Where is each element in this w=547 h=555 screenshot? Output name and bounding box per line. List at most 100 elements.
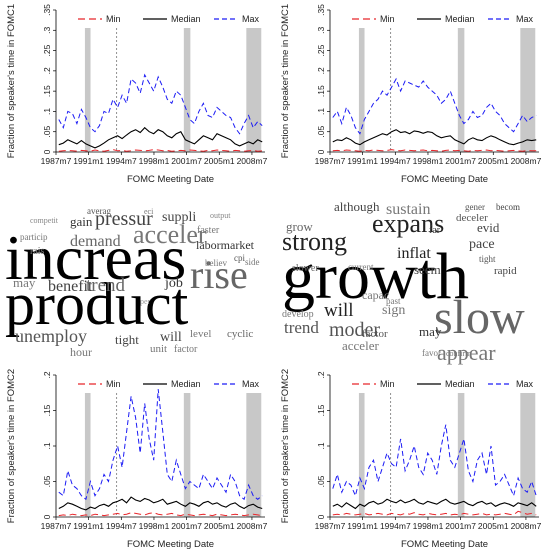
legend-label-min: Min [106, 379, 121, 389]
x-tick-label: 2005m1 [478, 156, 509, 166]
cloud-word: becom [496, 202, 520, 212]
cloud-word: unit [150, 343, 167, 355]
x-tick-label: 2008m7 [511, 156, 542, 166]
x-tick-label: 1998m1 [413, 521, 444, 531]
x-tick-label: 1998m1 [139, 156, 170, 166]
x-tick-label: 2005m1 [204, 521, 235, 531]
y-tick-label: .05 [42, 475, 52, 487]
x-tick-label: 1994m7 [380, 156, 411, 166]
x-tick-label: 1991m1 [73, 521, 104, 531]
recession-band [84, 393, 91, 517]
x-tick-label: 1994m7 [106, 521, 137, 531]
y-tick-label: .15 [316, 85, 326, 97]
legend-label-median: Median [171, 14, 201, 24]
cloud-word: evid [477, 220, 500, 235]
cloud-word: particip [20, 232, 48, 242]
legend-label-min: Min [106, 14, 121, 24]
y-tick-label: .15 [42, 85, 52, 97]
y-tick-label: 0 [316, 149, 326, 154]
recession-band [520, 28, 536, 152]
cloud-word: output [210, 211, 231, 220]
legend-label-max: Max [516, 379, 534, 389]
cloud-word: acceler [133, 220, 207, 249]
cloud-word: rais [30, 246, 45, 257]
cloud-word: competit [30, 216, 59, 225]
recession-band [246, 28, 262, 152]
cloud-word: capac [362, 288, 389, 302]
cloud-word: suppli [162, 210, 196, 225]
chart-panel-bottom-left: 0 .05 .1 .15 .2 1987m7 1991m1 1994m7 1998m1 2001m… [6, 369, 268, 550]
recession-band [457, 28, 465, 152]
legend-label-median: Median [445, 379, 475, 389]
cloud-word: appear [437, 340, 496, 365]
x-tick-label: 1994m7 [106, 156, 137, 166]
x-tick-label: 1991m1 [347, 156, 378, 166]
cloud-word: trend [284, 318, 319, 337]
cloud-word: gener [465, 202, 485, 212]
cloud-word: eci [144, 207, 154, 216]
cloud-word: averag [87, 206, 111, 216]
series-line-max [58, 73, 263, 135]
x-tick-label: 2008m7 [237, 156, 268, 166]
x-tick-label: 1991m1 [73, 156, 104, 166]
cloud-word: sustain [386, 201, 430, 218]
y-tick-label: .3 [316, 26, 326, 33]
x-tick-label: 1991m1 [347, 521, 378, 531]
x-tick-label: 1987m7 [41, 156, 72, 166]
legend-label-median: Median [171, 379, 201, 389]
chart-panel-top-right: 0 .05 .1 .15 .2 .25 .3 .35 1987m7 1991m1 1994m7 199… [280, 4, 542, 185]
y-axis-label: Fraction of speaker's time in FOMC2 [280, 369, 291, 523]
y-tick-label: .3 [42, 26, 52, 33]
series-line-median [332, 498, 537, 510]
x-tick-label: 2008m7 [237, 521, 268, 531]
cloud-word: increas [5, 222, 186, 293]
cloud-word: grow [286, 219, 313, 234]
cloud-word: per [140, 297, 151, 306]
recession-band [183, 393, 191, 517]
cloud-word: slower [292, 263, 319, 274]
x-tick-label: 2005m1 [204, 156, 235, 166]
cloud-word: tight [479, 254, 496, 264]
cloud-word: although [334, 199, 380, 214]
y-tick-label: 0 [316, 514, 326, 519]
cloud-word: may [13, 275, 36, 290]
x-tick-label: 1987m7 [315, 156, 346, 166]
y-tick-label: .15 [316, 404, 326, 416]
cloud-word: current [348, 262, 374, 272]
y-tick-label: .25 [316, 44, 326, 56]
cloud-word: past [386, 296, 401, 306]
cloud-word: confirm [446, 349, 472, 358]
x-tick-label: 1998m1 [139, 521, 170, 531]
y-tick-label: .05 [42, 126, 52, 138]
x-axis-label: FOMC Meeting Date [401, 174, 488, 185]
cloud-word: rise [190, 252, 248, 297]
cloud-word: inflat [397, 245, 431, 262]
cloud-word: favor [422, 348, 441, 358]
x-tick-label: 1994m7 [380, 521, 411, 531]
cloud-word: sign [382, 303, 405, 318]
recession-band [183, 28, 191, 152]
cloud-word: growth [282, 240, 469, 313]
legend-label-max: Max [516, 14, 534, 24]
recession-band [358, 393, 365, 517]
cloud-word: acceler [342, 338, 379, 353]
legend-label-max: Max [242, 379, 260, 389]
cloud-word: faster [197, 225, 220, 236]
y-tick-label: .05 [316, 126, 326, 138]
y-tick-label: .15 [42, 404, 52, 416]
x-tick-label: 2005m1 [478, 521, 509, 531]
y-tick-label: .1 [316, 442, 326, 449]
cloud-word: level [190, 328, 211, 340]
recession-band [358, 28, 365, 152]
cloud-word: deceler [456, 212, 488, 224]
x-axis-label: FOMC Meeting Date [401, 539, 488, 550]
cloud-word: believ [205, 258, 227, 268]
y-axis-label: Fraction of speaker's time in FOMC1 [6, 4, 17, 158]
y-tick-label: .2 [42, 67, 52, 74]
y-tick-label: .35 [42, 4, 52, 16]
x-tick-label: 1998m1 [413, 156, 444, 166]
cloud-word: expans [372, 209, 444, 238]
x-tick-label: 2008m7 [511, 521, 542, 531]
